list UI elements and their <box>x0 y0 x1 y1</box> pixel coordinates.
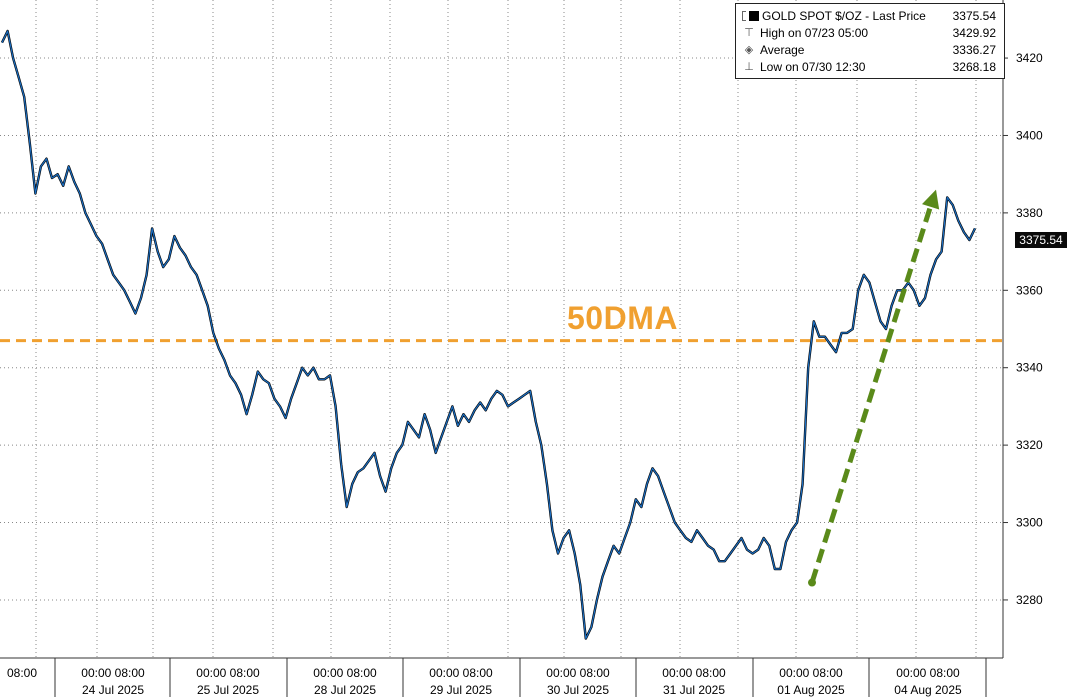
legend: GOLD SPOT $/OZ - Last Price 3375.54 ⊤ Hi… <box>735 3 1005 79</box>
legend-high-label: High on 07/23 05:00 <box>760 26 869 40</box>
x-tick-date-label: 25 Jul 2025 <box>197 683 259 697</box>
y-tick-label: 3420 <box>1016 51 1043 65</box>
y-tick-label: 3380 <box>1016 206 1043 220</box>
x-tick-date-label: 24 Jul 2025 <box>82 683 144 697</box>
y-tick-label: 3400 <box>1016 128 1043 142</box>
x-tick-time-label: 00:00 08:00 <box>429 666 493 680</box>
trend-arrow-start <box>808 578 816 587</box>
x-tick-time-label: 00:00 08:00 <box>779 666 843 680</box>
bracket-icon <box>742 11 746 21</box>
x-tick-time-label: 00:00 08:00 <box>662 666 726 680</box>
y-tick-label: 3300 <box>1016 516 1043 530</box>
last-price-tag: 3375.54 <box>1015 232 1067 248</box>
x-tick-time-label: 00:00 08:00 <box>546 666 610 680</box>
legend-row-last: GOLD SPOT $/OZ - Last Price 3375.54 <box>742 8 996 24</box>
y-tick-label: 3280 <box>1016 593 1043 607</box>
price-series-group <box>0 29 977 640</box>
x-tick-date-label: 28 Jul 2025 <box>314 683 376 697</box>
x-tick-time-label: 00:00 08:00 <box>313 666 377 680</box>
legend-average-label: Average <box>760 43 805 57</box>
y-tick-label: 3360 <box>1016 283 1043 297</box>
x-axis: 08:00 00:00 08:00 24 Jul 2025 00:00 08:00 25… <box>0 657 1003 697</box>
average-marker-icon: ◈ <box>744 44 754 56</box>
legend-row-low: ⊥ Low on 07/30 12:30 3268.18 <box>742 59 996 75</box>
x-tick-date-label: 30 Jul 2025 <box>547 683 609 697</box>
trend-arrow-head <box>921 189 940 210</box>
grid-lines <box>0 0 1003 658</box>
legend-high-value: 3429.92 <box>952 26 996 40</box>
price-line <box>1 30 976 640</box>
legend-average-value: 3336.27 <box>952 43 996 57</box>
legend-low-value: 3268.18 <box>952 60 996 74</box>
series-swatch <box>749 11 759 21</box>
y-tick-label: 3320 <box>1016 438 1043 452</box>
x-tick-time-label: 08:00 <box>7 666 37 680</box>
x-tick-time-label: 00:00 08:00 <box>896 666 960 680</box>
plot-area <box>0 0 1003 658</box>
trend-arrow-group <box>808 189 940 587</box>
x-tick-time-label: 00:00 08:00 <box>196 666 260 680</box>
x-tick-date-label: 01 Aug 2025 <box>777 683 845 697</box>
y-axis: 3280 3300 3320 3340 3360 3380 3400 3420 <box>1002 0 1043 658</box>
high-marker-icon: ⊤ <box>744 27 754 39</box>
x-tick-time-label: 00:00 08:00 <box>81 666 145 680</box>
legend-low-label: Low on 07/30 12:30 <box>760 60 866 74</box>
y-tick-label: 3340 <box>1016 361 1043 375</box>
x-tick-date-label: 29 Jul 2025 <box>430 683 492 697</box>
x-tick-date-label: 04 Aug 2025 <box>894 683 962 697</box>
trend-arrow-shaft <box>809 200 935 584</box>
low-marker-icon: ⊥ <box>744 61 754 73</box>
50dma-label: 50DMA <box>567 300 678 336</box>
legend-row-high: ⊤ High on 07/23 05:00 3429.92 <box>742 25 996 41</box>
legend-row-average: ◈ Average 3336.27 <box>742 42 996 58</box>
legend-title: GOLD SPOT $/OZ - Last Price <box>762 9 926 23</box>
legend-last-value: 3375.54 <box>952 9 996 23</box>
x-tick-date-label: 31 Jul 2025 <box>663 683 725 697</box>
